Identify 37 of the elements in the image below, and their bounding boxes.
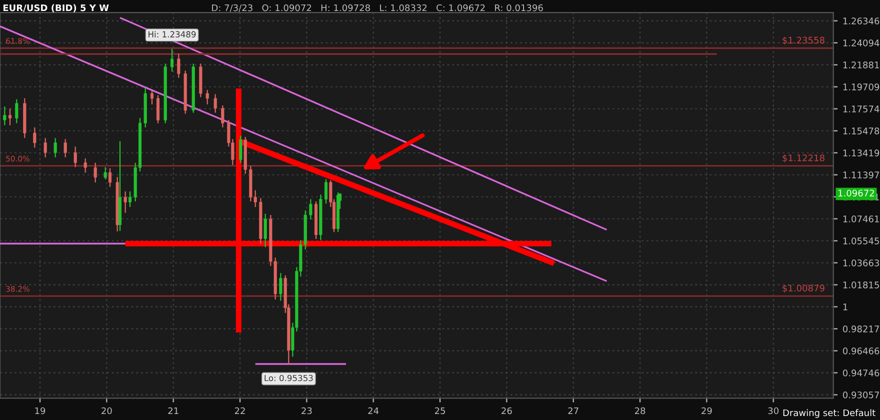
- x-tick-label: 30: [768, 407, 778, 414]
- y-tick-label: 1.26346: [843, 18, 880, 24]
- x-tick-label: 19: [35, 407, 46, 414]
- ref-line-label: $1.23558: [782, 36, 824, 45]
- y-tick-label: 1.11397: [843, 172, 879, 178]
- x-tick-label: 22: [234, 407, 245, 414]
- chart-title: EUR/USD (BID) 5 Y W: [3, 4, 109, 12]
- x-tick-label: 28: [634, 407, 646, 414]
- annotation: Hi: 1.23489: [148, 31, 196, 38]
- text: Drawing set: Default: [783, 409, 876, 418]
- y-tick-label: 1.15478: [843, 128, 880, 134]
- y-tick-label: 1.05545: [843, 238, 879, 244]
- y-tick-label: 1.03663: [843, 260, 879, 266]
- x-tick-label: 21: [168, 407, 178, 414]
- ref-line-label: $1.12218: [782, 154, 824, 163]
- y-tick-label: 0.93057: [842, 392, 879, 398]
- x-tick-label: 25: [434, 407, 445, 414]
- x-tick-label: 24: [368, 407, 379, 414]
- y-tick-label: 1.19709: [843, 84, 880, 90]
- y-tick-label: 0.94746: [842, 370, 880, 376]
- x-tick-label: 29: [702, 407, 712, 414]
- y-tick-label: 1.07461: [843, 216, 879, 222]
- y-tick-label: 0.96466: [842, 348, 880, 354]
- y-tick-label: 0.98217: [842, 326, 879, 332]
- annotation: Lo: 0.95353: [264, 374, 313, 382]
- y-tick-label: 1: [843, 304, 848, 310]
- x-tick-label: 27: [568, 407, 578, 414]
- x-tick-label: 20: [102, 407, 112, 414]
- y-tick-label: 1.13419: [843, 150, 880, 156]
- x-tick-label: 26: [502, 407, 512, 414]
- chart-subtitle: D: 7/3/23 O: 1.09072 H: 1.09728 L: 1.08332 C: 1.09672 R: 0.01396: [212, 4, 543, 12]
- y-tick-label: 1.17574: [843, 106, 880, 112]
- y-tick-label: 1.24094: [843, 40, 880, 46]
- ref-line-label: $1.00879: [782, 284, 824, 293]
- x-tick-label: 23: [302, 407, 312, 414]
- y-tick-label: 1.01815: [843, 282, 879, 288]
- y-tick-label: 1.21881: [843, 62, 879, 68]
